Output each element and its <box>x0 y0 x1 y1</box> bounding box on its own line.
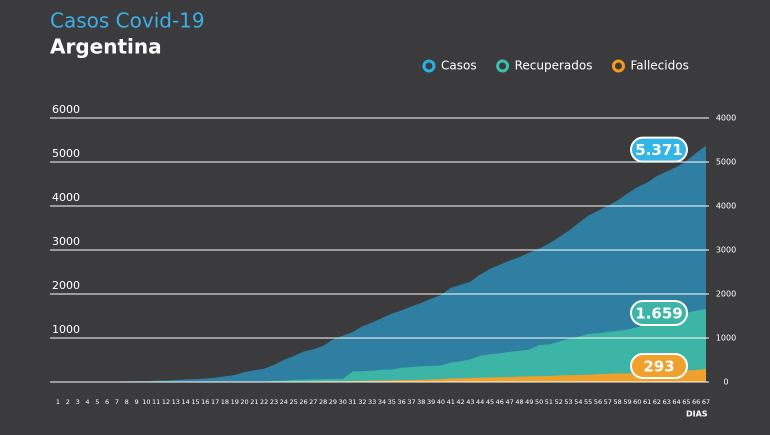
x-tick-label: 24 <box>280 398 288 406</box>
x-tick-label: 21 <box>250 398 258 406</box>
x-tick-label: 63 <box>663 398 671 406</box>
x-tick-label: 32 <box>358 398 366 406</box>
x-tick-label: 48 <box>515 398 523 406</box>
x-tick-label: 36 <box>397 398 405 406</box>
x-tick-label: 56 <box>594 398 602 406</box>
x-tick-label: 35 <box>388 398 396 406</box>
x-tick-label: 59 <box>623 398 631 406</box>
x-tick-label: 23 <box>270 398 278 406</box>
legend-label: Casos <box>441 59 477 73</box>
x-tick-label: 49 <box>525 398 533 406</box>
y2-tick-label: 3000 <box>716 246 736 255</box>
x-tick-label: 13 <box>172 398 180 406</box>
x-tick-label: 60 <box>633 398 641 406</box>
y-tick-label: 1000 <box>52 323 80 336</box>
x-axis-label: DIAS <box>686 410 708 419</box>
y2-tick-label: 2000 <box>716 290 736 299</box>
x-tick-label: 66 <box>692 398 700 406</box>
x-tick-label: 57 <box>604 398 612 406</box>
x-tick-label: 2 <box>66 398 70 406</box>
x-tick-label: 6 <box>105 398 109 406</box>
x-tick-label: 20 <box>240 398 248 406</box>
y2-tick-label: 4000 <box>716 114 736 123</box>
x-tick-label: 34 <box>378 398 386 406</box>
legend-label: Fallecidos <box>630 59 688 73</box>
area <box>58 309 706 382</box>
x-tick-label: 44 <box>476 398 484 406</box>
x-tick-label: 1 <box>56 398 60 406</box>
legend-marker <box>496 59 510 73</box>
x-tick-label: 10 <box>142 398 150 406</box>
x-tick-label: 31 <box>348 398 356 406</box>
x-tick-label: 42 <box>456 398 464 406</box>
x-tick-label: 43 <box>466 398 474 406</box>
x-tick-label: 15 <box>191 398 199 406</box>
y2-tick-label: 5000 <box>716 158 736 167</box>
x-tick-label: 62 <box>653 398 661 406</box>
x-tick-label: 51 <box>545 398 553 406</box>
x-tick-label: 26 <box>299 398 307 406</box>
legend-label: Recuperados <box>515 59 593 73</box>
value-label: 293 <box>643 358 674 376</box>
x-tick-label: 47 <box>505 398 513 406</box>
x-tick-label: 3 <box>76 398 80 406</box>
x-tick-label: 27 <box>309 398 317 406</box>
y2-tick-label: 0 <box>723 378 728 387</box>
x-tick-label: 9 <box>134 398 138 406</box>
value-label-pill <box>630 300 688 327</box>
x-tick-label: 40 <box>437 398 445 406</box>
x-tick-label: 25 <box>289 398 297 406</box>
x-tick-label: 28 <box>319 398 327 406</box>
value-label: 5.371 <box>635 141 682 159</box>
x-tick-label: 16 <box>201 398 209 406</box>
area <box>58 369 706 382</box>
y-tick-label: 2000 <box>52 279 80 292</box>
chart-title: Casos Covid-19 <box>50 9 205 33</box>
x-tick-label: 38 <box>417 398 425 406</box>
x-tick-label: 46 <box>496 398 504 406</box>
x-tick-label: 5 <box>95 398 99 406</box>
x-tick-label: 4 <box>85 398 89 406</box>
area <box>58 145 706 382</box>
x-tick-label: 33 <box>368 398 376 406</box>
x-tick-label: 29 <box>329 398 337 406</box>
x-tick-label: 39 <box>427 398 435 406</box>
legend-marker <box>611 59 625 73</box>
value-label-pill <box>630 353 688 379</box>
y2-tick-label: 4000 <box>716 202 736 211</box>
x-tick-label: 61 <box>643 398 651 406</box>
x-tick-label: 22 <box>260 398 268 406</box>
x-tick-label: 65 <box>682 398 690 406</box>
x-tick-label: 45 <box>486 398 494 406</box>
y-tick-label: 6000 <box>52 103 80 116</box>
x-tick-label: 50 <box>535 398 543 406</box>
x-tick-label: 7 <box>115 398 119 406</box>
x-tick-label: 41 <box>447 398 455 406</box>
legend-marker <box>422 59 436 73</box>
x-tick-label: 64 <box>672 398 680 406</box>
x-tick-label: 17 <box>211 398 219 406</box>
x-tick-label: 11 <box>152 398 160 406</box>
y-tick-label: 5000 <box>52 147 80 160</box>
x-tick-label: 54 <box>574 398 582 406</box>
x-tick-label: 8 <box>125 398 129 406</box>
y2-tick-label: 1000 <box>716 334 736 343</box>
value-label-pill <box>630 136 688 163</box>
value-label: 1.659 <box>635 305 682 323</box>
x-tick-label: 14 <box>181 398 189 406</box>
y-tick-label: 3000 <box>52 235 80 248</box>
x-tick-label: 30 <box>339 398 347 406</box>
x-tick-label: 53 <box>564 398 572 406</box>
x-tick-label: 37 <box>407 398 415 406</box>
x-tick-label: 67 <box>702 398 710 406</box>
x-tick-label: 58 <box>613 398 621 406</box>
y-tick-label: 4000 <box>52 191 80 204</box>
chart-subtitle: Argentina <box>50 35 162 59</box>
x-tick-label: 55 <box>584 398 592 406</box>
x-tick-label: 52 <box>555 398 563 406</box>
x-tick-label: 19 <box>231 398 239 406</box>
x-tick-label: 12 <box>162 398 170 406</box>
x-tick-label: 18 <box>221 398 229 406</box>
